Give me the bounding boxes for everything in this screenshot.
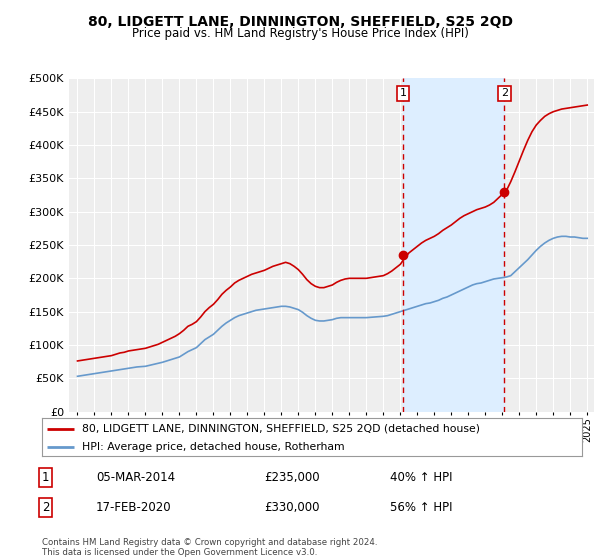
- Bar: [403, 78, 504, 412]
- Text: 1: 1: [400, 88, 407, 99]
- Text: Contains HM Land Registry data © Crown copyright and database right 2024.
This d: Contains HM Land Registry data © Crown c…: [42, 538, 377, 557]
- Text: 56% ↑ HPI: 56% ↑ HPI: [390, 501, 452, 515]
- Text: 05-MAR-2014: 05-MAR-2014: [96, 470, 175, 484]
- Text: 80, LIDGETT LANE, DINNINGTON, SHEFFIELD, S25 2QD: 80, LIDGETT LANE, DINNINGTON, SHEFFIELD,…: [88, 15, 512, 29]
- Text: 17-FEB-2020: 17-FEB-2020: [96, 501, 172, 515]
- Text: 80, LIDGETT LANE, DINNINGTON, SHEFFIELD, S25 2QD (detached house): 80, LIDGETT LANE, DINNINGTON, SHEFFIELD,…: [83, 424, 481, 434]
- Text: 2: 2: [42, 501, 50, 515]
- Text: £235,000: £235,000: [264, 470, 320, 484]
- Text: Price paid vs. HM Land Registry's House Price Index (HPI): Price paid vs. HM Land Registry's House …: [131, 27, 469, 40]
- Text: 1: 1: [42, 470, 50, 484]
- Text: HPI: Average price, detached house, Rotherham: HPI: Average price, detached house, Roth…: [83, 442, 345, 452]
- Text: 40% ↑ HPI: 40% ↑ HPI: [390, 470, 452, 484]
- Text: 2: 2: [501, 88, 508, 99]
- Text: £330,000: £330,000: [264, 501, 320, 515]
